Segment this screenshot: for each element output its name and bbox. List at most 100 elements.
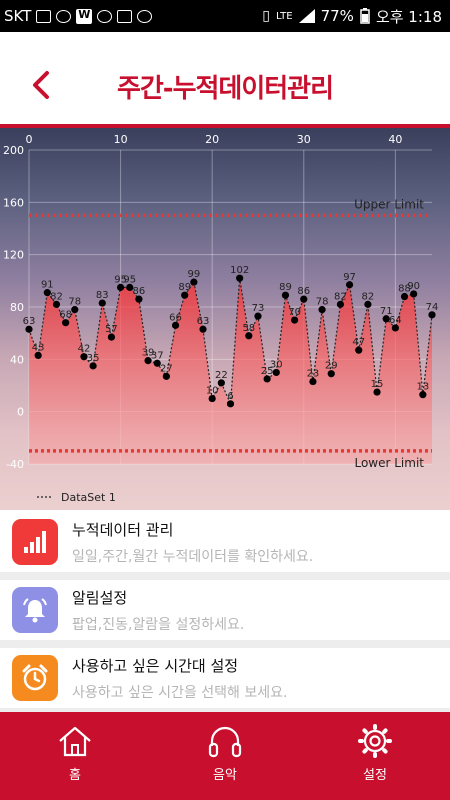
data-point <box>336 300 345 308</box>
data-label: 82 <box>50 291 63 302</box>
line-chart: 200 160 120 80 40 0 -40 0 10 20 30 40 Upper Limit Low… <box>3 133 439 504</box>
data-label: 78 <box>68 297 81 308</box>
menu-item-title: 알림설정 <box>72 588 128 607</box>
limit-label: Lower Limit <box>354 456 424 470</box>
chart-panel: 200 160 120 80 40 0 -40 0 10 20 30 40 Upper Limit Low… <box>0 124 450 510</box>
series-area-fill <box>29 278 432 464</box>
x-tick-label: 20 <box>205 133 219 146</box>
tab-label: 음악 <box>213 768 237 783</box>
data-point <box>162 372 170 380</box>
y-tick-label: 80 <box>10 301 24 314</box>
data-label: 88 <box>398 284 411 295</box>
data-label: 57 <box>105 324 118 335</box>
data-point <box>25 325 33 333</box>
menu-item-subtitle: 팝업,진동,알람을 설정하세요. <box>72 616 245 633</box>
menu-item-notification-settings[interactable]: 알림설정 팝업,진동,알람을 설정하세요. <box>0 580 450 640</box>
menu-item-title: 사용하고 싶은 시간대 설정 <box>72 656 239 675</box>
y-tick-label: 120 <box>3 249 24 262</box>
x-tick-label: 30 <box>297 133 311 146</box>
data-point <box>126 283 134 291</box>
data-point <box>144 357 152 365</box>
data-point <box>62 319 70 327</box>
x-tick-label: 0 <box>26 133 33 146</box>
menu-item-cumulative-data[interactable]: 누적데이터 관리 일일,주간,월간 누적데이터를 확인하세요. <box>0 512 450 572</box>
bell-icon <box>12 587 58 633</box>
data-point <box>272 368 280 377</box>
data-label: 10 <box>206 386 219 397</box>
data-point <box>364 300 372 308</box>
data-point <box>300 295 308 303</box>
data-point <box>98 299 106 307</box>
data-point <box>226 400 235 408</box>
y-tick-label: 40 <box>10 353 24 366</box>
data-point <box>171 321 180 329</box>
headphones-icon <box>208 726 242 758</box>
data-label: 102 <box>230 265 249 276</box>
data-label: 71 <box>380 306 393 317</box>
menu-list: 누적데이터 관리 일일,주간,월간 누적데이터를 확인하세요. 알림설정 팝업,… <box>0 512 450 712</box>
y-tick-label: 160 <box>3 196 24 209</box>
tab-home[interactable]: 홈 <box>0 712 150 800</box>
data-point <box>107 333 116 341</box>
data-point <box>153 359 161 367</box>
data-label: 82 <box>362 291 375 302</box>
data-label: 82 <box>334 291 347 302</box>
data-point <box>263 375 271 383</box>
data-label: 74 <box>426 302 439 313</box>
data-label: 66 <box>169 312 182 323</box>
tab-label: 설정 <box>363 768 387 783</box>
data-point <box>281 291 290 299</box>
tab-settings[interactable]: 설정 <box>300 712 450 800</box>
data-point <box>236 274 244 282</box>
chat-bubble-notification-icon <box>97 9 113 23</box>
image-notification-icon <box>36 9 52 23</box>
data-point <box>428 311 436 319</box>
data-point <box>318 306 326 314</box>
vibrate-icon: ▯ <box>262 8 270 24</box>
data-point <box>34 351 42 360</box>
x-tick-label: 10 <box>114 133 128 146</box>
data-label: 6 <box>227 391 233 402</box>
data-label: 89 <box>178 282 191 293</box>
data-label: 70 <box>288 307 301 318</box>
data-label: 89 <box>279 282 292 293</box>
data-point <box>355 346 363 354</box>
data-label: 64 <box>389 315 402 326</box>
menu-item-time-settings[interactable]: 사용하고 싶은 시간대 설정 사용하고 싶은 시간을 선택해 보세요. <box>0 648 450 708</box>
data-point <box>391 324 399 332</box>
data-label: 25 <box>261 366 274 377</box>
signal-icon <box>298 9 315 23</box>
home-icon <box>59 726 91 757</box>
tab-music[interactable]: 음악 <box>150 712 300 800</box>
data-point <box>309 377 317 386</box>
data-label: 43 <box>32 342 45 353</box>
battery-label: 77% <box>320 7 354 25</box>
data-label: 99 <box>187 269 200 280</box>
data-point <box>382 315 390 323</box>
mail-notification-icon <box>117 9 133 23</box>
y-tick-label: 0 <box>17 406 24 419</box>
data-label: 97 <box>343 272 356 283</box>
data-label: 39 <box>142 348 155 359</box>
w-app-notification-icon: W <box>76 8 93 24</box>
data-point <box>410 290 418 298</box>
data-point <box>80 353 88 361</box>
status-bar: SKT W ▯ LTE 77% 오후 1:18 <box>0 0 450 32</box>
data-point <box>345 281 354 289</box>
y-tick-label: 200 <box>3 144 24 157</box>
data-label: 95 <box>114 274 127 285</box>
data-label: 13 <box>416 382 429 393</box>
battery-icon <box>360 8 370 24</box>
data-point <box>419 391 427 399</box>
data-point <box>52 300 61 308</box>
network-label: LTE <box>275 10 293 22</box>
data-label: 30 <box>270 359 283 370</box>
carrier-label: SKT <box>4 7 32 25</box>
app-bar: 주간-누적데이터관리 <box>0 32 450 124</box>
menu-item-subtitle: 사용하고 싶은 시간을 선택해 보세요. <box>72 684 288 701</box>
back-button[interactable] <box>30 70 52 100</box>
data-label: 91 <box>41 280 54 291</box>
data-label: 22 <box>215 370 228 381</box>
data-label: 42 <box>78 344 91 355</box>
data-label: 86 <box>133 286 146 297</box>
